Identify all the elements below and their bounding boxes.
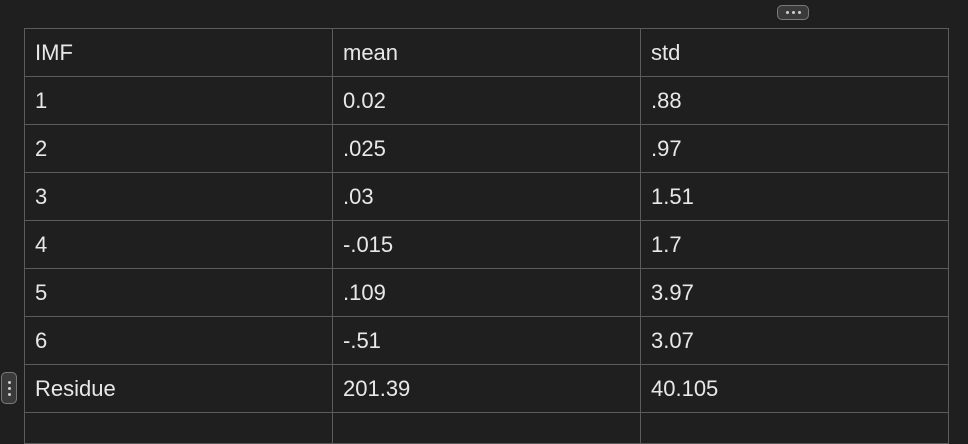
table-cell[interactable] bbox=[24, 412, 333, 444]
table-cell[interactable]: 201.39 bbox=[332, 364, 641, 413]
table-cell[interactable]: 2 bbox=[24, 124, 333, 173]
data-table: IMF mean std 1 0.02 .88 2 .025 .97 3 .03… bbox=[24, 28, 949, 444]
handle-dot-icon bbox=[7, 380, 11, 384]
table-cell[interactable] bbox=[640, 412, 949, 444]
handle-dot-icon bbox=[7, 386, 11, 390]
table-row: 1 0.02 .88 bbox=[24, 76, 949, 125]
table-cell[interactable]: 4 bbox=[24, 220, 333, 269]
table-header-row: IMF mean std bbox=[24, 28, 949, 77]
table-row: 2 .025 .97 bbox=[24, 124, 949, 173]
table-row bbox=[24, 412, 949, 444]
handle-dot-icon bbox=[7, 392, 11, 396]
table-cell[interactable]: 1.51 bbox=[640, 172, 949, 221]
handle-dot-icon bbox=[791, 11, 795, 14]
table-cell[interactable]: 5 bbox=[24, 268, 333, 317]
table-row: 6 -.51 3.07 bbox=[24, 316, 949, 365]
row-handle-button[interactable] bbox=[1, 372, 17, 404]
handle-dot-icon bbox=[797, 11, 801, 14]
table-cell[interactable]: 0.02 bbox=[332, 76, 641, 125]
table-row: 4 -.015 1.7 bbox=[24, 220, 949, 269]
table-cell[interactable]: 40.105 bbox=[640, 364, 949, 413]
table-cell[interactable]: IMF bbox=[24, 28, 333, 77]
table-cell[interactable]: -.015 bbox=[332, 220, 641, 269]
table-cell[interactable]: std bbox=[640, 28, 949, 77]
table-cell[interactable]: mean bbox=[332, 28, 641, 77]
table-cell[interactable]: .03 bbox=[332, 172, 641, 221]
table-cell[interactable]: .025 bbox=[332, 124, 641, 173]
table-cell[interactable]: 3 bbox=[24, 172, 333, 221]
handle-dot-icon bbox=[785, 11, 789, 14]
table-cell[interactable]: 3.97 bbox=[640, 268, 949, 317]
table-cell[interactable]: .88 bbox=[640, 76, 949, 125]
table-row: 5 .109 3.97 bbox=[24, 268, 949, 317]
table-row: Residue 201.39 40.105 bbox=[24, 364, 949, 413]
table-cell[interactable]: -.51 bbox=[332, 316, 641, 365]
table-cell[interactable]: Residue bbox=[24, 364, 333, 413]
table-cell[interactable]: 1 bbox=[24, 76, 333, 125]
column-handle-button[interactable] bbox=[777, 5, 809, 20]
table-row: 3 .03 1.51 bbox=[24, 172, 949, 221]
table-cell[interactable]: 6 bbox=[24, 316, 333, 365]
table-cell[interactable]: 3.07 bbox=[640, 316, 949, 365]
table-cell[interactable] bbox=[332, 412, 641, 444]
table-cell[interactable]: .97 bbox=[640, 124, 949, 173]
table-cell[interactable]: 1.7 bbox=[640, 220, 949, 269]
table-cell[interactable]: .109 bbox=[332, 268, 641, 317]
